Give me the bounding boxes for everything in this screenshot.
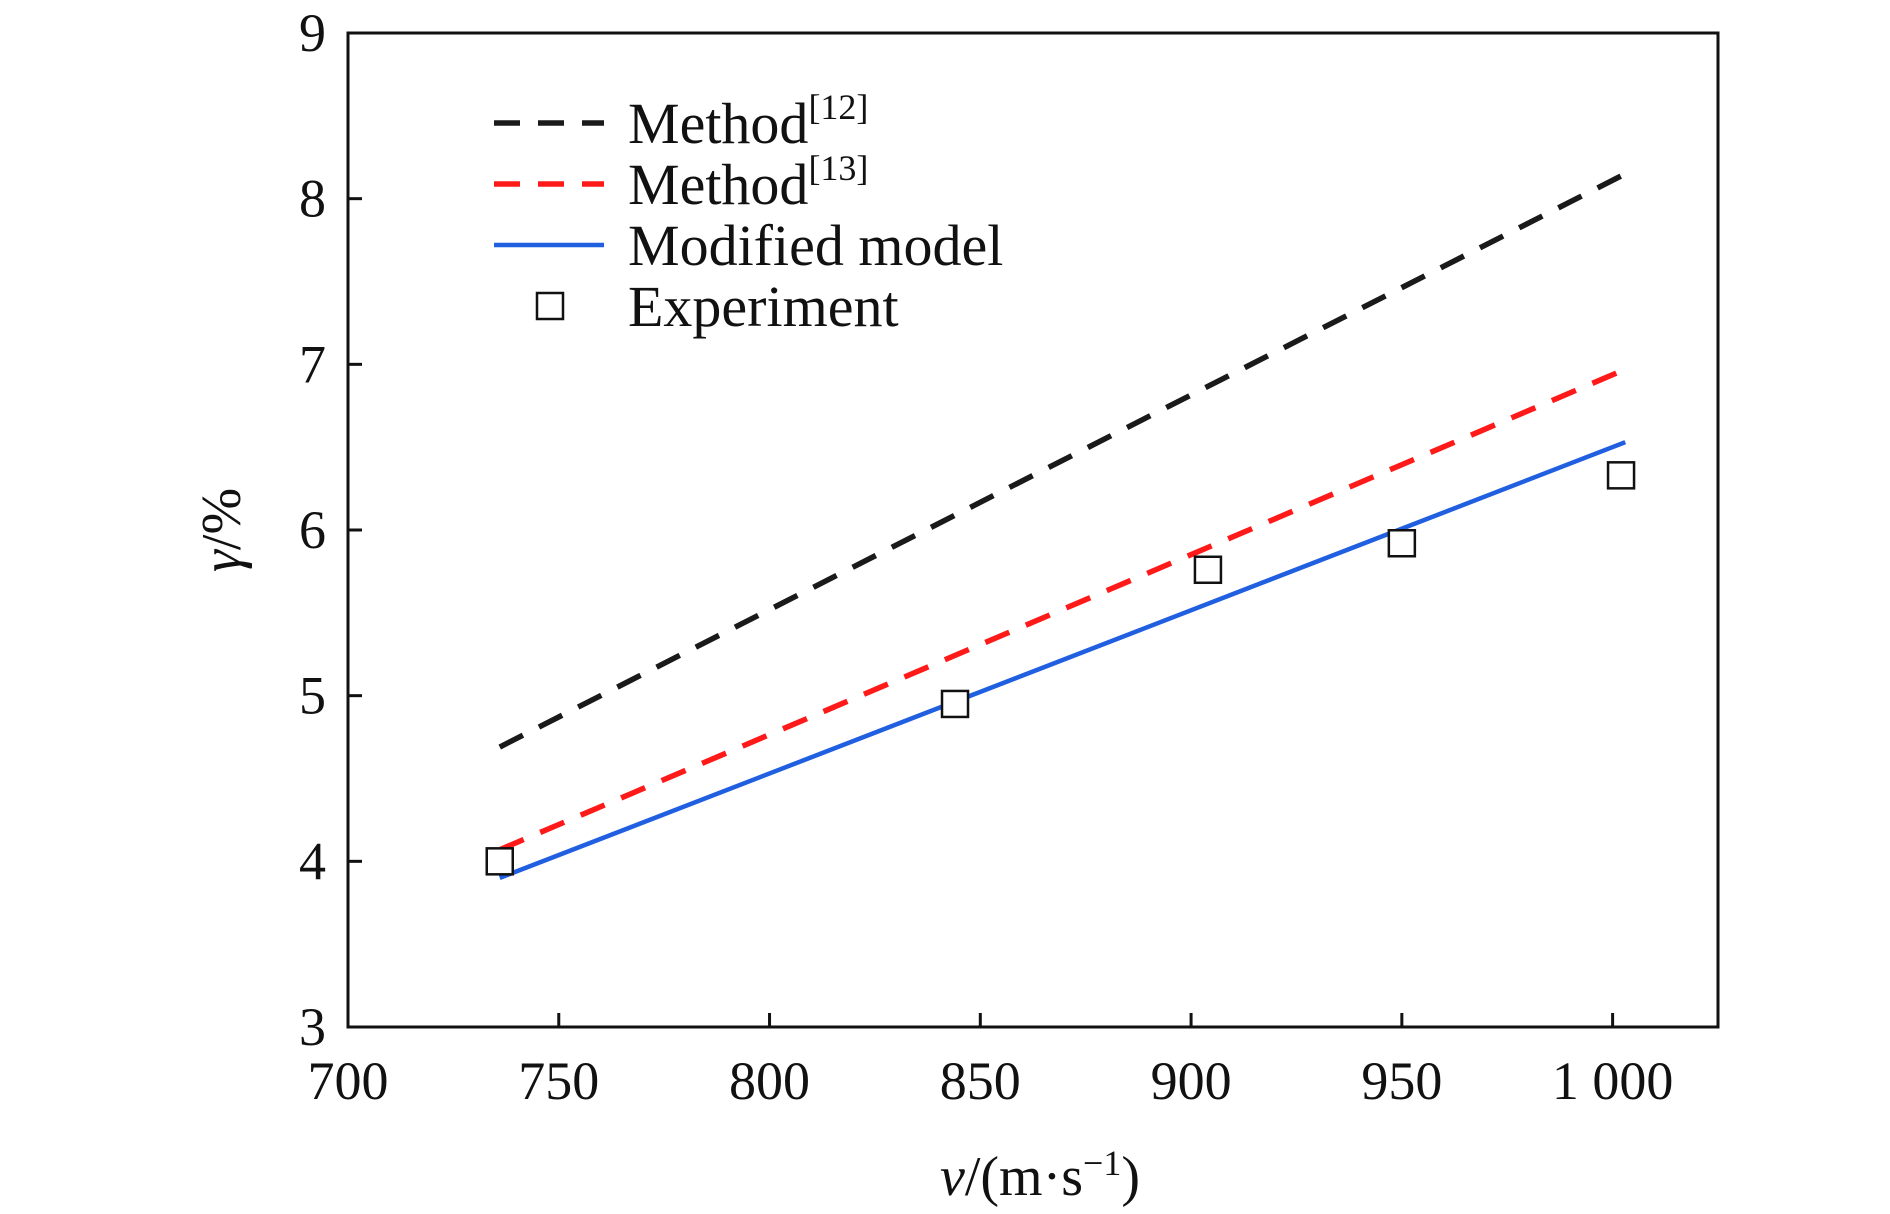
x-axis-var: v	[940, 1146, 965, 1208]
x-tick-label: 750	[518, 1051, 599, 1111]
x-tick-label: 950	[1361, 1051, 1442, 1111]
x-axis-title: v/(m·s−1)	[940, 1143, 1140, 1208]
legend-label-3: Modified model	[628, 213, 1003, 278]
experiment-markers	[485, 461, 1636, 876]
legend-label-text: Method	[628, 91, 808, 156]
x-tick-label: 1 000	[1552, 1051, 1674, 1111]
series-line-1	[498, 171, 1627, 750]
y-tick-label: 3	[299, 997, 326, 1057]
y-tick-label: 8	[299, 169, 326, 229]
x-tick-label: 850	[940, 1051, 1021, 1111]
experiment-point	[940, 689, 970, 719]
y-tick-label: 7	[299, 334, 326, 394]
legend-label-text: Modified model	[628, 213, 1003, 278]
y-tick-label: 6	[299, 500, 326, 560]
experiment-point	[485, 847, 515, 876]
x-axis-unit: /(m·s	[965, 1146, 1083, 1208]
series-lines	[498, 171, 1627, 880]
y-axis-title: γ/%	[191, 488, 253, 572]
series-line-2	[498, 366, 1627, 853]
y-tick-label: 4	[299, 831, 326, 891]
legend-label-sup: [13]	[808, 148, 868, 188]
x-tick-label: 700	[308, 1051, 389, 1111]
y-tick-label: 9	[299, 3, 326, 63]
legend-label-sup: [12]	[808, 87, 868, 127]
legend-marker-experiment	[535, 291, 565, 321]
series-line-3	[498, 440, 1627, 880]
legend-label-2: Method[13]	[628, 148, 868, 217]
x-axis-unit-close: )	[1121, 1146, 1140, 1208]
axis-ticks: 700 750 800 850 900 950 1 000 3 4 5 6 7 8 9	[299, 3, 1673, 1111]
legend: Method[12]Method[13]Modified modelExperi…	[494, 87, 1003, 339]
experiment-point	[1387, 529, 1417, 558]
legend-label-1: Method[12]	[628, 87, 868, 156]
x-tick-label: 800	[729, 1051, 810, 1111]
legend-label-text: Method	[628, 152, 808, 217]
experiment-point	[1193, 555, 1223, 585]
experiment-point	[1606, 461, 1636, 490]
x-tick-label: 900	[1151, 1051, 1232, 1111]
x-axis-unit-sup: −1	[1083, 1143, 1121, 1183]
legend-label-text: Experiment	[628, 274, 899, 339]
y-axis-var: γ	[191, 548, 253, 572]
y-axis-unit: /%	[191, 488, 253, 550]
y-tick-label: 5	[299, 666, 326, 726]
legend-label-4: Experiment	[628, 274, 899, 339]
